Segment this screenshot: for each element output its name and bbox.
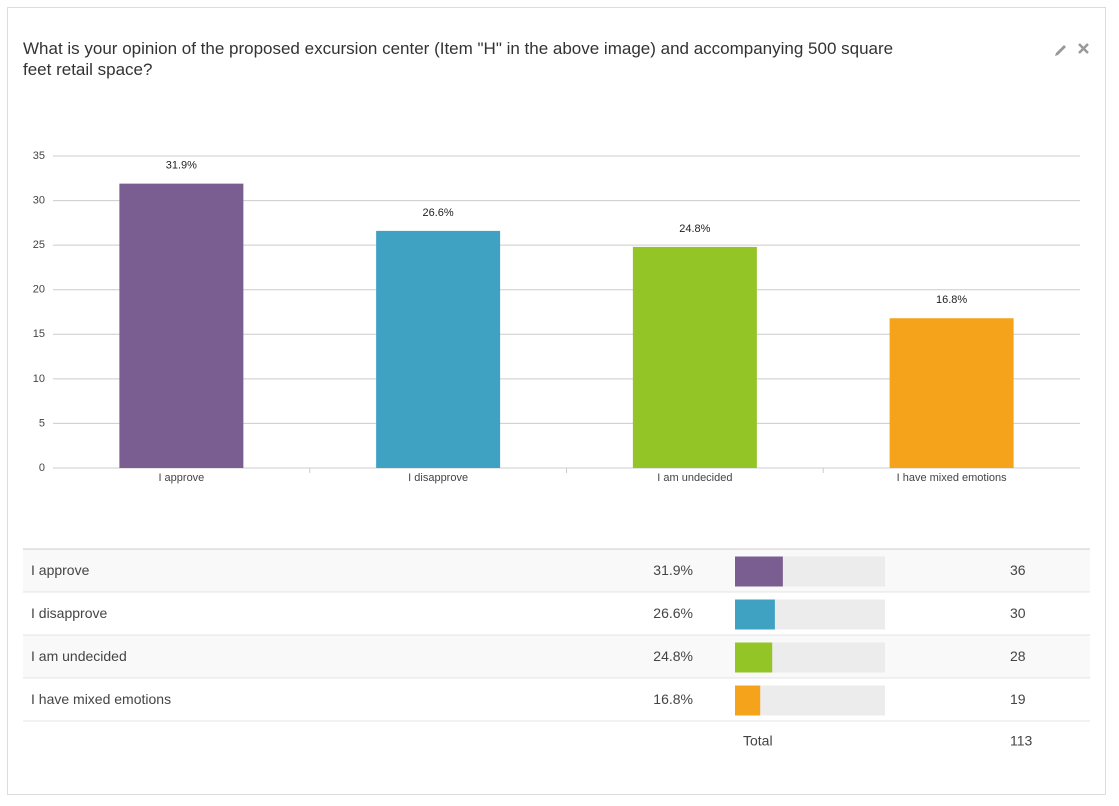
total-value: 113	[1010, 733, 1033, 749]
y-tick-label: 5	[39, 417, 45, 429]
bar	[376, 230, 501, 468]
y-tick-label: 25	[33, 239, 45, 251]
row-count: 19	[1010, 691, 1026, 707]
row-count: 36	[1010, 562, 1026, 578]
row-label: I have mixed emotions	[31, 691, 171, 707]
row-background	[23, 549, 1090, 592]
bar	[889, 318, 1014, 468]
y-tick-label: 35	[33, 150, 45, 162]
y-tick-label: 0	[39, 462, 45, 474]
bar	[632, 246, 757, 468]
row-percent: 26.6%	[653, 605, 693, 621]
x-tick-label: I approve	[158, 472, 204, 484]
x-tick-label: I disapprove	[408, 472, 468, 484]
x-tick-label: I have mixed emotions	[897, 472, 1008, 484]
mini-bar	[735, 556, 783, 587]
edit-icon[interactable]	[1055, 45, 1066, 56]
row-label: I disapprove	[31, 605, 107, 621]
row-label: I am undecided	[31, 648, 127, 664]
row-percent: 16.8%	[653, 691, 693, 707]
y-tick-label: 15	[33, 328, 45, 340]
mini-bar	[735, 599, 775, 630]
total-label: Total	[743, 733, 773, 749]
value-label: 26.6%	[423, 207, 454, 219]
mini-bar	[735, 685, 761, 716]
value-label: 16.8%	[936, 294, 967, 306]
row-label: I approve	[31, 562, 90, 578]
bar	[119, 183, 244, 469]
row-count: 30	[1010, 605, 1026, 621]
mini-bar	[735, 642, 773, 673]
row-percent: 31.9%	[653, 562, 693, 578]
x-tick-label: I am undecided	[657, 472, 732, 484]
value-label: 31.9%	[166, 160, 197, 172]
row-background	[23, 635, 1090, 678]
row-count: 28	[1010, 648, 1026, 664]
y-tick-label: 30	[33, 194, 45, 206]
chart-title: What is your opinion of the proposed exc…	[23, 39, 894, 79]
row-percent: 24.8%	[653, 648, 693, 664]
value-label: 24.8%	[679, 223, 710, 235]
y-tick-label: 20	[33, 284, 45, 296]
close-icon[interactable]	[1078, 43, 1089, 54]
y-tick-label: 10	[33, 373, 45, 385]
